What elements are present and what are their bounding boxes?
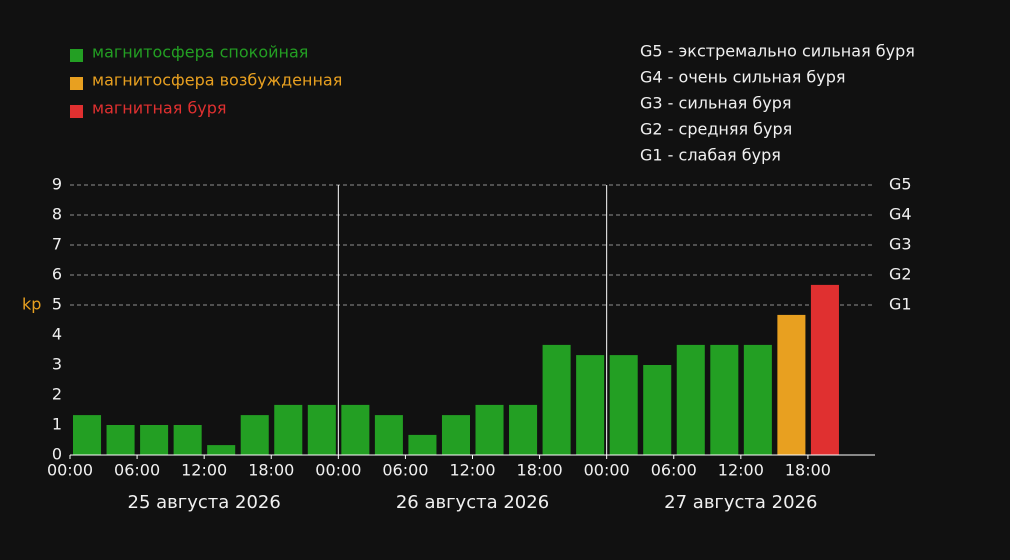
x-tick-label: 06:00	[382, 461, 428, 480]
y2-tick-label: G2	[889, 265, 912, 284]
x-tick-label: 12:00	[181, 461, 227, 480]
legend-swatch	[70, 49, 83, 62]
bar	[106, 425, 135, 455]
bar	[207, 445, 236, 455]
legend-label: магнитосфера спокойная	[92, 43, 308, 62]
x-tick-label: 12:00	[449, 461, 495, 480]
y-tick-label: 4	[52, 325, 62, 344]
bar	[810, 284, 839, 455]
bar	[676, 344, 705, 455]
y-tick-label: 3	[52, 355, 62, 374]
legend-label: магнитосфера возбужденная	[92, 71, 342, 90]
x-tick-label: 18:00	[248, 461, 294, 480]
y-axis-label: kp	[22, 295, 41, 314]
bar	[307, 404, 336, 455]
scale-legend: G3 - сильная буря	[640, 94, 791, 113]
y-tick-label: 1	[52, 415, 62, 434]
bar	[240, 415, 269, 455]
bar	[441, 415, 470, 455]
x-tick-label: 18:00	[517, 461, 563, 480]
bar	[173, 425, 202, 455]
y-tick-label: 2	[52, 385, 62, 404]
bar	[710, 344, 739, 455]
bar	[140, 425, 169, 455]
y2-tick-label: G1	[889, 295, 912, 314]
scale-legend: G5 - экстремально сильная буря	[640, 42, 915, 61]
bar	[475, 404, 504, 455]
bar	[274, 404, 303, 455]
y-tick-label: 8	[52, 205, 62, 224]
scale-legend: G4 - очень сильная буря	[640, 68, 846, 87]
y-tick-label: 7	[52, 235, 62, 254]
x-tick-label: 00:00	[315, 461, 361, 480]
day-label: 26 августа 2026	[396, 492, 549, 513]
scale-legend: G2 - средняя буря	[640, 120, 792, 139]
x-tick-label: 06:00	[114, 461, 160, 480]
bar	[341, 404, 370, 455]
x-tick-label: 18:00	[785, 461, 831, 480]
day-label: 27 августа 2026	[664, 492, 817, 513]
legend-swatch	[70, 77, 83, 90]
x-tick-label: 12:00	[718, 461, 764, 480]
bar	[374, 415, 403, 455]
legend-swatch	[70, 105, 83, 118]
bar	[576, 355, 605, 455]
x-tick-label: 00:00	[584, 461, 630, 480]
x-tick-label: 06:00	[651, 461, 697, 480]
y-tick-label: 6	[52, 265, 62, 284]
x-tick-label: 00:00	[47, 461, 93, 480]
bar	[743, 344, 772, 455]
bar	[542, 344, 571, 455]
y-tick-label: 5	[52, 295, 62, 314]
bar	[609, 355, 638, 455]
legend-label: магнитная буря	[92, 99, 227, 118]
bar	[73, 415, 102, 455]
bar	[509, 404, 538, 455]
day-label: 25 августа 2026	[128, 492, 281, 513]
bar	[408, 434, 437, 455]
bar	[777, 314, 806, 455]
y2-tick-label: G5	[889, 175, 912, 194]
bar	[643, 365, 672, 455]
y-tick-label: 0	[52, 445, 62, 464]
y2-tick-label: G3	[889, 235, 912, 254]
scale-legend: G1 - слабая буря	[640, 146, 781, 165]
y2-tick-label: G4	[889, 205, 912, 224]
y-tick-label: 9	[52, 175, 62, 194]
